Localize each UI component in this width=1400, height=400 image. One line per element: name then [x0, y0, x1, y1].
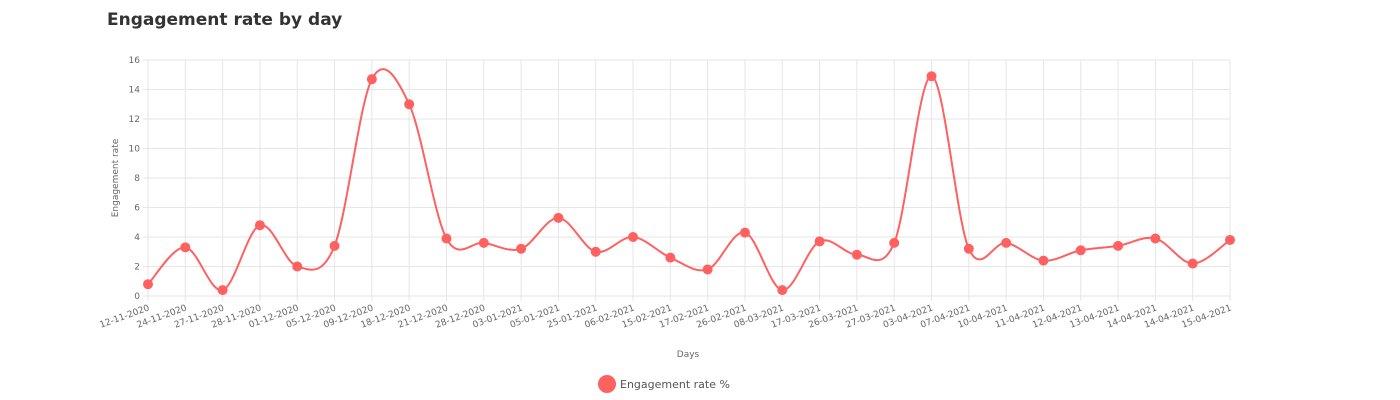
data-point[interactable]: [889, 237, 900, 248]
y-tick-label: 0: [134, 292, 140, 302]
data-point[interactable]: [1150, 233, 1161, 244]
series-line: [147, 68, 1231, 292]
data-point[interactable]: [628, 232, 639, 242]
data-point[interactable]: [516, 243, 527, 254]
data-point[interactable]: [553, 212, 564, 223]
data-point[interactable]: [851, 249, 862, 260]
data-point[interactable]: [180, 242, 191, 253]
data-point[interactable]: [254, 220, 265, 231]
y-axis-title: Engagement rate: [111, 138, 121, 217]
data-point[interactable]: [814, 236, 825, 247]
data-point[interactable]: [143, 279, 153, 290]
y-tick-label: 2: [134, 263, 140, 273]
y-tick-label: 10: [129, 145, 141, 155]
data-point[interactable]: [217, 285, 228, 296]
data-point[interactable]: [702, 264, 713, 275]
legend-label: Engagement rate %: [620, 377, 730, 391]
data-point[interactable]: [478, 237, 489, 248]
y-tick-label: 12: [129, 115, 140, 125]
y-tick-label: 4: [134, 233, 140, 243]
x-axis-title: Days: [677, 350, 700, 360]
data-point[interactable]: [292, 261, 303, 272]
data-point[interactable]: [1001, 237, 1012, 248]
data-point[interactable]: [665, 252, 676, 263]
grid-lines: [143, 59, 1231, 301]
data-point[interactable]: [963, 243, 974, 254]
legend[interactable]: Engagement rate %: [598, 375, 730, 393]
data-point[interactable]: [926, 71, 937, 82]
data-point[interactable]: [366, 74, 377, 85]
data-point[interactable]: [739, 227, 750, 238]
y-axis-ticks: 0 2 4 6 8 10 12 14 16: [129, 56, 141, 302]
y-tick-label: 14: [129, 86, 141, 96]
chart-title: Engagement rate by day: [107, 10, 343, 30]
data-point[interactable]: [1038, 255, 1049, 266]
data-point[interactable]: [1113, 240, 1124, 251]
legend-swatch: [598, 375, 616, 393]
data-point[interactable]: [1075, 245, 1086, 256]
data-point[interactable]: [590, 246, 601, 257]
data-point[interactable]: [441, 233, 452, 244]
data-points: [143, 71, 1235, 296]
data-point[interactable]: [1225, 234, 1235, 245]
y-tick-label: 8: [134, 174, 140, 184]
data-point[interactable]: [777, 285, 788, 296]
y-tick-label: 6: [134, 204, 140, 214]
y-tick-label: 16: [129, 56, 141, 66]
data-point[interactable]: [404, 99, 415, 110]
x-axis-ticks: 12-11-202024-11-202027-11-202028-11-2020…: [98, 303, 1233, 330]
data-point[interactable]: [1187, 258, 1198, 269]
data-point[interactable]: [329, 240, 340, 251]
